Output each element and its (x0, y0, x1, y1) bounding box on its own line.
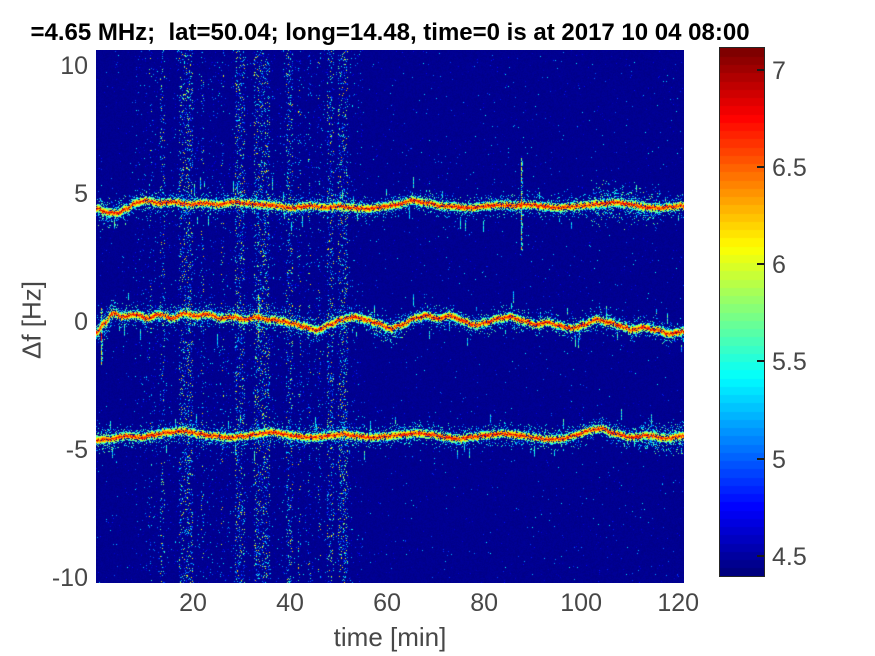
colorbar-tick-mark (757, 166, 764, 169)
spectrogram-heatmap (96, 50, 684, 583)
colorbar-tick-label: 5.5 (772, 348, 807, 377)
x-tick-label: 120 (657, 589, 700, 617)
colorbar (719, 47, 765, 577)
y-tick-label: 10 (60, 52, 88, 80)
figure-title: =4.65 MHz; lat=50.04; long=14.48, time=0… (30, 19, 750, 46)
x-tick-label: 60 (373, 589, 401, 617)
colorbar-tick-mark (757, 69, 764, 72)
x-tick-label: 40 (276, 589, 304, 617)
colorbar-tick-mark (757, 554, 764, 557)
x-tick-label: 80 (470, 589, 499, 617)
x-tick-label: 100 (560, 589, 602, 617)
y-tick-label: 5 (74, 180, 88, 208)
y-tick-label: -5 (65, 436, 88, 464)
x-axis-label: time [min] (333, 622, 447, 652)
y-tick-label: 0 (74, 308, 88, 336)
colorbar-tick-label: 5 (772, 445, 786, 474)
colorbar-tick-label: 6 (772, 251, 786, 280)
colorbar-tick-mark (757, 360, 764, 363)
y-tick-label: -10 (51, 564, 88, 592)
colorbar-tick-label: 6.5 (772, 154, 807, 183)
x-tick-label: 20 (179, 589, 207, 617)
colorbar-tick-label: 7 (772, 57, 786, 86)
colorbar-tick-mark (757, 457, 764, 460)
colorbar-tick-label: 4.5 (772, 542, 807, 571)
colorbar-tick-mark (757, 263, 764, 266)
